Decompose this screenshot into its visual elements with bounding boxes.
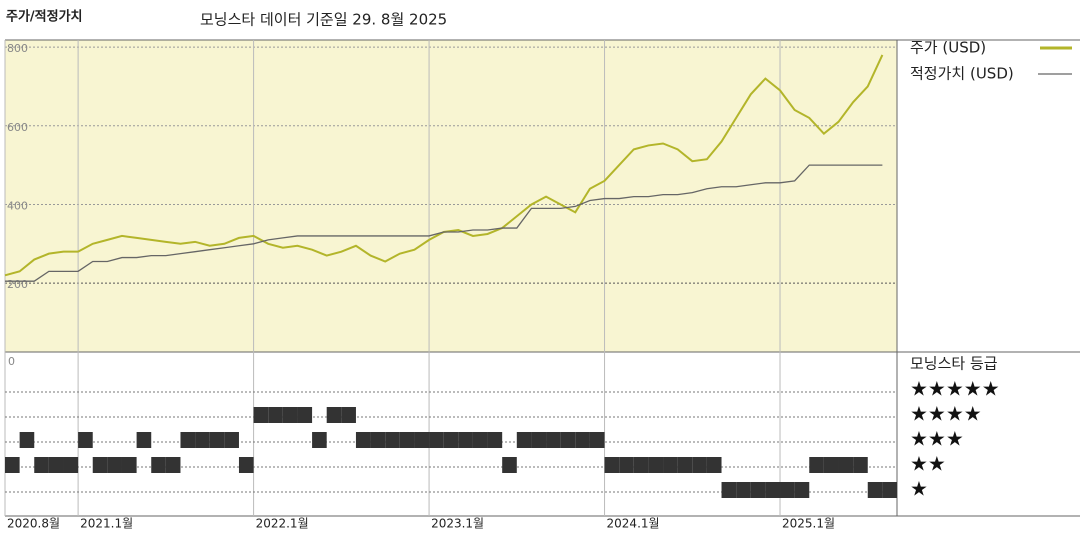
rating-bar bbox=[619, 457, 634, 473]
rating-bar bbox=[282, 407, 298, 423]
rating-bar bbox=[370, 432, 386, 448]
x-tick-label: 2025.1월 bbox=[782, 517, 835, 531]
rating-bar bbox=[502, 457, 517, 473]
rating-bar bbox=[516, 432, 532, 448]
chart-title: 주가/적정가치 bbox=[6, 9, 83, 25]
rating-bar bbox=[429, 432, 444, 448]
rating-bar bbox=[692, 457, 707, 473]
rating-bar bbox=[5, 457, 20, 473]
rating-bar bbox=[706, 457, 722, 473]
plot-background bbox=[5, 40, 897, 352]
rating-bar bbox=[780, 482, 795, 498]
chart-subtitle: 모닝스타 데이터 기준일 29. 8월 2025 bbox=[200, 11, 447, 29]
rating-bar bbox=[63, 457, 79, 473]
rating-bar bbox=[853, 457, 868, 473]
rating-bar bbox=[546, 432, 561, 448]
rating-bar bbox=[341, 407, 356, 423]
rating-bar bbox=[414, 432, 430, 448]
rating-bar bbox=[560, 432, 576, 448]
rating-bar bbox=[648, 457, 664, 473]
rating-bar bbox=[34, 457, 49, 473]
rating-bar bbox=[604, 457, 620, 473]
rating-bar bbox=[721, 482, 737, 498]
rating-bar bbox=[121, 457, 137, 473]
rating-bar bbox=[253, 407, 269, 423]
rating-bar bbox=[677, 457, 693, 473]
rating-bar bbox=[136, 432, 152, 448]
x-tick-label: 2021.1월 bbox=[80, 517, 133, 531]
rating-bar bbox=[355, 432, 371, 448]
rating-bar bbox=[736, 482, 751, 498]
rating-bar bbox=[195, 432, 210, 448]
rating-bar bbox=[663, 457, 678, 473]
rating-bar bbox=[809, 457, 824, 473]
rating-bar bbox=[458, 432, 473, 448]
rating-bar bbox=[399, 432, 415, 448]
rating-bar bbox=[326, 407, 342, 423]
rating-bar bbox=[823, 457, 839, 473]
rating-bar bbox=[224, 432, 239, 448]
x-tick-label: 2023.1월 bbox=[431, 517, 484, 531]
rating-bar bbox=[92, 457, 108, 473]
rating-bar bbox=[165, 457, 181, 473]
rating-bar bbox=[531, 432, 547, 448]
legend-label: 적정가치 (USD) bbox=[910, 65, 1014, 83]
y-tick-label: ★★★ bbox=[910, 427, 964, 451]
axis-label: 0 bbox=[8, 355, 15, 368]
rating-bar bbox=[443, 432, 459, 448]
x-tick-label: 2024.1월 bbox=[607, 517, 660, 531]
y-tick-label: ★ bbox=[910, 477, 928, 501]
rating-bar bbox=[867, 482, 883, 498]
rating-bar bbox=[633, 457, 649, 473]
rating-bar bbox=[794, 482, 810, 498]
y-tick-label: 600 bbox=[7, 121, 28, 134]
legend-label: 주가 (USD) bbox=[910, 39, 986, 57]
x-tick-label: 2020.8월 bbox=[7, 517, 60, 531]
y-tick-label: 400 bbox=[7, 199, 28, 212]
rating-bar bbox=[151, 457, 166, 473]
y-tick-label: ★★★★ bbox=[910, 402, 982, 426]
rating-bar bbox=[838, 457, 854, 473]
series-line bbox=[5, 164, 883, 282]
y-tick-label: 800 bbox=[7, 42, 28, 55]
rating-bar bbox=[312, 432, 327, 448]
rating-bar bbox=[19, 432, 35, 448]
rating-bar bbox=[78, 432, 93, 448]
y-tick-label: ★★★★★ bbox=[910, 377, 1000, 401]
rating-bar bbox=[765, 482, 781, 498]
rating-bar bbox=[750, 482, 766, 498]
rating-bar bbox=[385, 432, 400, 448]
rating-bar bbox=[589, 432, 605, 448]
rating-bar bbox=[238, 457, 254, 473]
rating-bar bbox=[209, 432, 225, 448]
y-tick-label: ★★ bbox=[910, 452, 946, 476]
panel-title: 모닝스타 등급 bbox=[910, 355, 998, 373]
y-tick-label: 200 bbox=[7, 278, 28, 291]
x-tick-label: 2022.1월 bbox=[256, 517, 309, 531]
rating-bar bbox=[297, 407, 313, 423]
rating-bar bbox=[48, 457, 64, 473]
rating-bar bbox=[472, 432, 488, 448]
rating-bar bbox=[268, 407, 283, 423]
rating-bar bbox=[882, 482, 897, 498]
rating-bar bbox=[487, 432, 503, 448]
rating-bar bbox=[107, 457, 122, 473]
rating-bar bbox=[575, 432, 590, 448]
rating-bar bbox=[180, 432, 196, 448]
